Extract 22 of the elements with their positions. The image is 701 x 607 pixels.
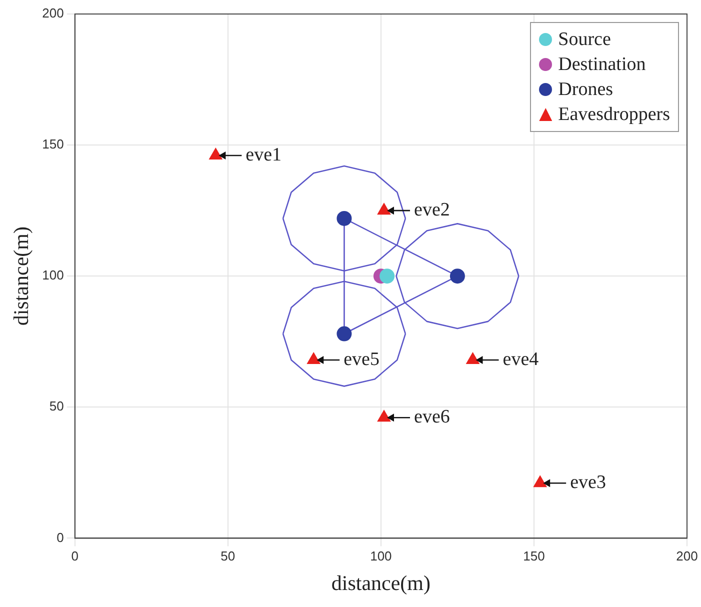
y-axis-title: distance(m) bbox=[9, 226, 34, 326]
y-tick-label: 100 bbox=[42, 268, 64, 283]
x-axis-title: distance(m) bbox=[331, 570, 431, 595]
annotation: eve5 bbox=[344, 348, 380, 370]
y-tick-label: 50 bbox=[49, 398, 64, 414]
x-tick-label: 50 bbox=[220, 548, 236, 564]
legend-label: Destination bbox=[558, 54, 646, 76]
y-tick-label: 150 bbox=[42, 136, 64, 152]
y-tick-label: 200 bbox=[42, 6, 64, 21]
y-tick-label: 0 bbox=[56, 530, 64, 545]
legend-label: Eavesdroppers bbox=[558, 104, 670, 126]
annotation: eve6 bbox=[414, 406, 450, 428]
x-tick-label: 150 bbox=[523, 548, 545, 564]
annotation: eve4 bbox=[502, 348, 540, 370]
x-tick-label: 100 bbox=[370, 548, 392, 564]
legend-label: Drones bbox=[558, 78, 614, 100]
x-tick-label: 200 bbox=[676, 548, 698, 564]
legend-label: Source bbox=[558, 28, 611, 50]
x-tick-label: 0 bbox=[71, 548, 79, 564]
annotation: eve3 bbox=[570, 472, 606, 494]
annotation: eve1 bbox=[246, 144, 282, 166]
annotation: eve2 bbox=[414, 200, 450, 221]
